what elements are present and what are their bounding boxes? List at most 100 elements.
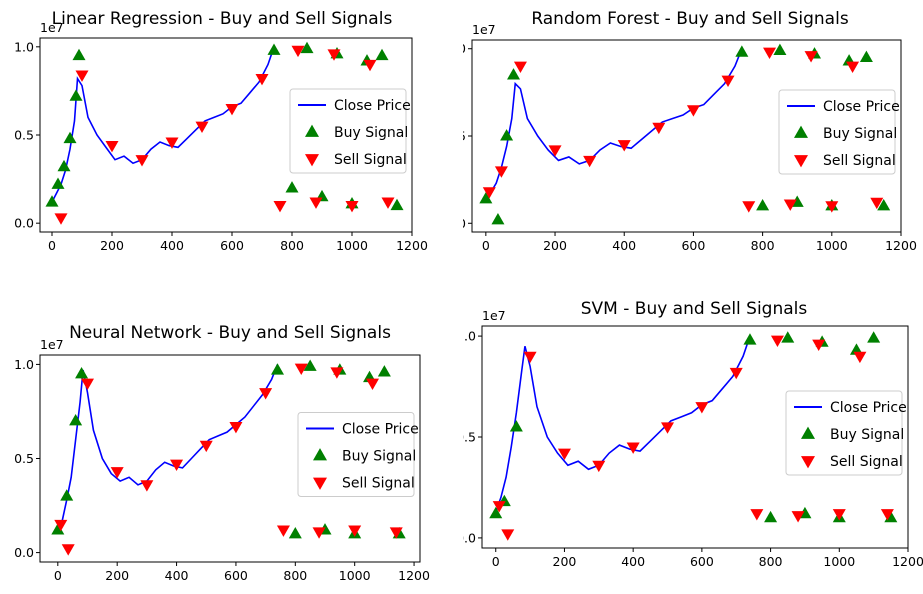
legend-buy-swatch (313, 448, 327, 461)
y-tick-label: 0.5 (463, 129, 466, 144)
buy-signal-marker (57, 159, 71, 172)
sell-signal-marker (804, 51, 818, 63)
sell-signal-marker (309, 197, 323, 209)
chart-title: Random Forest - Buy and Sell Signals (531, 9, 849, 29)
sell-signal-marker (482, 187, 496, 199)
legend-buy-signal: Buy Signal (830, 427, 904, 443)
buy-signal-marker (72, 48, 86, 61)
sell-signal-marker (140, 480, 154, 492)
sell-signal-marker (54, 213, 68, 225)
legend-buy-signal: Buy Signal (823, 126, 897, 142)
buy-signal-marker (60, 489, 74, 501)
buy-signal-marker (375, 48, 389, 61)
buy-signal-marker (773, 43, 787, 56)
y-tick-label: 0.0 (463, 216, 466, 231)
x-tick-label: 600 (690, 554, 714, 569)
x-tick-label: 200 (543, 238, 567, 253)
buy-signal-marker (285, 181, 299, 193)
buy-signal-marker (303, 359, 317, 371)
legend-buy-swatch (801, 426, 815, 439)
x-tick-label: 1000 (823, 554, 855, 569)
sell-signal-marker (330, 367, 344, 379)
chart-random-forest: Random Forest - Buy and Sell Signals 0 200… (463, 9, 917, 253)
chart-title: Neural Network - Buy and Sell Signals (69, 323, 391, 343)
buy-signal-marker (377, 365, 391, 377)
x-tick-label: 0 (482, 238, 490, 253)
y-tick-label: 0.5 (463, 430, 476, 445)
y-tick-label: 1.0 (14, 357, 34, 372)
sell-signal-marker (583, 155, 597, 168)
sell-signal-marker (273, 200, 287, 213)
sell-signal-marker (695, 402, 709, 414)
sell-signal-marker (199, 440, 213, 453)
sell-signal-marker (523, 351, 537, 364)
buy-signal-marker (45, 195, 59, 207)
chart-title: SVM - Buy and Sell Signals (581, 300, 808, 319)
sell-signal-marker (81, 378, 94, 391)
sell-signal-marker (348, 525, 362, 537)
x-tick-label: 800 (751, 238, 775, 253)
buy-signal-marker (267, 43, 281, 55)
sell-signal-marker (276, 525, 290, 537)
sell-signal-marker (259, 388, 273, 400)
x-tick-label: 200 (553, 554, 577, 569)
sell-signal-marker (135, 155, 149, 167)
sell-signal-marker (389, 527, 403, 539)
x-tick-label: 600 (224, 568, 248, 583)
sell-signal-marker (661, 422, 675, 434)
legend-close-price: Close Price (342, 422, 419, 438)
sell-signal-marker (750, 509, 764, 521)
buy-signal-marker (63, 131, 77, 144)
legend-close-price: Close Price (830, 400, 907, 416)
buy-signal-marker (867, 331, 881, 343)
sell-signal-marker (61, 544, 75, 556)
sell-signal-marker (870, 197, 884, 210)
sell-signal-marker (880, 509, 894, 521)
legend-sell-signal: Sell Signal (830, 454, 903, 470)
buy-signal-marker (51, 177, 65, 189)
buy-signal-marker (69, 89, 83, 101)
sell-signal-marker (312, 527, 326, 539)
buy-signal-marker (69, 414, 83, 426)
plot-area (489, 331, 898, 541)
sell-signal-marker (294, 363, 308, 375)
sell-signal-marker (721, 75, 735, 87)
plot-area (479, 43, 891, 225)
buy-signal-marker (300, 41, 314, 54)
legend: Close Price Buy Signal Sell Signal (778, 89, 900, 175)
buy-signal-marker (500, 129, 514, 141)
sell-signal-marker (494, 166, 508, 178)
sell-signal-marker (492, 501, 506, 513)
legend-sell-swatch (305, 154, 319, 167)
x-tick-label: 1200 (885, 238, 917, 253)
y-tick-label: 0.5 (14, 451, 34, 466)
sell-signal-marker (327, 49, 341, 61)
chart-svm: SVM - Buy and Sell Signals 0 200 400 600 800 1… (463, 300, 923, 569)
sell-signal-marker (548, 145, 562, 157)
x-tick-label: 0 (48, 238, 56, 253)
sell-signal-marker (832, 509, 846, 521)
legend: Close Price Buy Signal Sell Signal (785, 390, 907, 476)
sell-signal-marker (291, 45, 305, 58)
sell-signal-marker (652, 122, 666, 135)
sell-signal-marker (686, 105, 700, 117)
sell-signal-marker (170, 459, 184, 471)
x-tick-label: 200 (100, 238, 124, 253)
sell-signal-marker (853, 351, 867, 364)
buy-signal-marker (75, 366, 89, 379)
buy-signal-marker (743, 333, 757, 345)
sell-signal-marker (626, 442, 640, 454)
y-axis-multiplier: 1e7 (40, 337, 64, 352)
sell-signal-marker (846, 61, 860, 74)
legend-buy-swatch (794, 125, 808, 138)
buy-signal-marker (507, 68, 521, 80)
buy-signal-marker (735, 45, 749, 57)
plot-area (45, 41, 404, 225)
plot-area (51, 359, 406, 556)
x-tick-label: 800 (280, 238, 304, 253)
legend-sell-signal: Sell Signal (334, 152, 407, 168)
sell-signal-marker (363, 59, 377, 72)
sell-signal-marker (812, 339, 826, 351)
sell-signal-marker (825, 201, 839, 213)
sell-signal-marker (229, 421, 243, 434)
